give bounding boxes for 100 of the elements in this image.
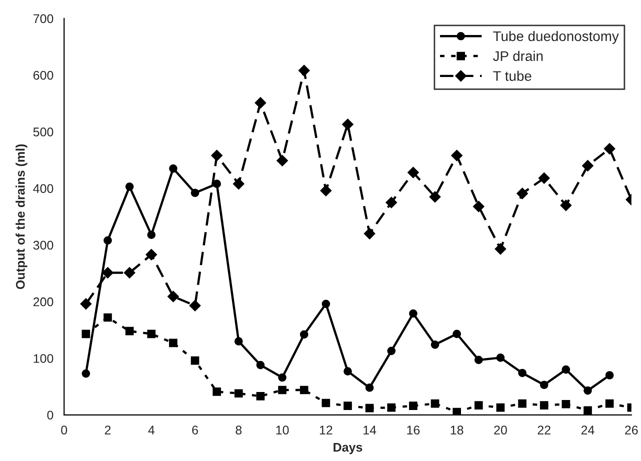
point xyxy=(254,97,266,108)
point xyxy=(496,403,505,412)
y-tick-label: 600 xyxy=(33,70,54,80)
point xyxy=(211,150,222,162)
point xyxy=(473,200,484,212)
point xyxy=(518,368,526,378)
point xyxy=(582,160,594,172)
point xyxy=(169,164,178,173)
point xyxy=(256,392,265,400)
y-tick-label: 100 xyxy=(34,354,54,363)
point xyxy=(212,388,221,396)
point xyxy=(300,386,308,394)
point xyxy=(430,340,440,349)
x-tick-label: 24 xyxy=(581,426,594,434)
point xyxy=(605,399,614,408)
point xyxy=(322,398,330,408)
x-tick-label: 2 xyxy=(104,426,111,434)
x-axis-title: Days xyxy=(334,442,362,454)
x-tick-label: 14 xyxy=(364,426,376,434)
point xyxy=(540,401,548,410)
x-tick-label: 4 xyxy=(148,426,154,434)
point xyxy=(233,178,244,190)
x-tick-label: 26 xyxy=(625,426,638,434)
point xyxy=(190,356,200,365)
point xyxy=(256,360,265,370)
point xyxy=(452,330,462,338)
x-tick-label: 8 xyxy=(236,426,242,434)
point xyxy=(386,196,397,208)
y-tick-label: 300 xyxy=(33,240,54,250)
point xyxy=(82,330,90,338)
y-tick-label: 400 xyxy=(33,184,54,194)
point xyxy=(562,400,570,408)
point xyxy=(147,330,156,338)
x-tick-label: 16 xyxy=(407,426,420,434)
point xyxy=(234,389,243,398)
point xyxy=(82,369,90,378)
y-tick-label: 200 xyxy=(33,297,54,306)
point xyxy=(146,249,157,260)
point xyxy=(540,380,548,390)
point xyxy=(364,228,376,240)
x-tick-label: 6 xyxy=(192,426,198,434)
x-tick-label: 10 xyxy=(276,426,289,434)
point xyxy=(190,188,200,198)
point xyxy=(342,118,354,130)
point xyxy=(560,200,572,211)
point xyxy=(429,191,441,202)
point xyxy=(80,298,92,310)
point xyxy=(168,290,179,302)
point xyxy=(452,408,462,415)
legend-label: JP drain xyxy=(493,50,543,62)
point xyxy=(344,367,352,376)
point xyxy=(125,182,134,191)
point xyxy=(494,243,506,255)
point xyxy=(102,267,114,278)
point xyxy=(344,402,352,410)
point xyxy=(516,188,528,200)
point xyxy=(278,373,286,382)
point xyxy=(408,166,419,178)
y-tick-label: 700 xyxy=(33,14,54,24)
point xyxy=(124,267,136,278)
point xyxy=(562,365,570,374)
point xyxy=(387,346,396,356)
y-axis-title: Output of the drains (ml) xyxy=(16,144,28,290)
point xyxy=(234,337,243,346)
point xyxy=(538,172,550,184)
point xyxy=(365,404,374,412)
x-tick-label: 0 xyxy=(61,426,68,434)
point xyxy=(584,406,592,415)
point xyxy=(409,309,418,318)
y-tick-label: 500 xyxy=(33,128,54,136)
point xyxy=(189,300,201,312)
point xyxy=(387,403,396,412)
x-tick-label: 12 xyxy=(320,426,332,434)
x-tick-label: 18 xyxy=(450,426,464,434)
x-tick-label: 20 xyxy=(494,426,507,434)
point xyxy=(212,180,221,188)
point xyxy=(276,154,288,166)
point xyxy=(300,330,308,339)
legend-label: Tube duedonostomy xyxy=(493,30,619,44)
point xyxy=(474,356,483,364)
point xyxy=(496,354,505,362)
point xyxy=(584,386,592,395)
y-tick-label: 0 xyxy=(47,410,54,420)
point xyxy=(604,143,616,154)
point xyxy=(605,371,614,380)
point xyxy=(104,313,112,322)
point xyxy=(365,384,374,392)
point xyxy=(104,236,112,245)
point xyxy=(278,386,286,394)
point xyxy=(147,230,156,239)
point xyxy=(125,326,134,336)
point xyxy=(409,402,418,410)
point xyxy=(474,401,483,410)
point xyxy=(320,185,332,196)
x-tick-label: 22 xyxy=(538,426,550,434)
legend-label: T tube xyxy=(493,70,532,81)
point xyxy=(518,399,526,408)
point xyxy=(298,64,310,76)
point xyxy=(430,399,440,408)
point xyxy=(322,300,330,308)
